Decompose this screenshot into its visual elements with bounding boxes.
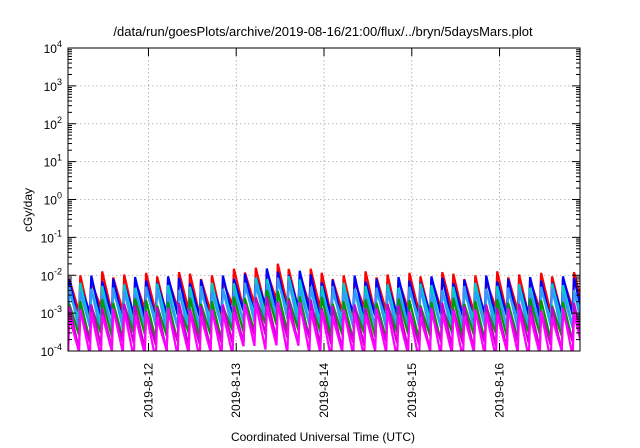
x-axis-label: Coordinated Universal Time (UTC) (231, 430, 415, 444)
x-tick-label: 2019-8-12 (141, 363, 155, 418)
x-tick-label: 2019-8-13 (229, 363, 243, 418)
y-tick-label: 10-2 (41, 266, 62, 283)
x-tick-label: 2019-8-16 (493, 363, 507, 418)
series-layer (68, 263, 580, 351)
y-tick-label: 104 (44, 39, 62, 56)
y-tick-label: 102 (44, 115, 62, 132)
y-tick-label: 10-3 (41, 304, 62, 321)
y-tick-label: 100 (44, 191, 62, 208)
x-tick-label: 2019-8-14 (317, 363, 331, 418)
chart-title: /data/run/goesPlots/archive/2019-08-16/2… (113, 24, 533, 39)
y-tick-label: 103 (44, 77, 62, 94)
y-axis-label: cGy/day (21, 188, 35, 232)
y-tick-label: 101 (44, 153, 62, 170)
series-line (68, 302, 580, 351)
y-tick-label: 10-4 (41, 342, 62, 359)
x-tick-label: 2019-8-15 (405, 363, 419, 418)
axis-layer: 10-4 10-3 10-2 10-1 100 101 102 103 104 2019-8-12… (41, 39, 580, 418)
y-tick-label: 10-1 (41, 228, 62, 245)
